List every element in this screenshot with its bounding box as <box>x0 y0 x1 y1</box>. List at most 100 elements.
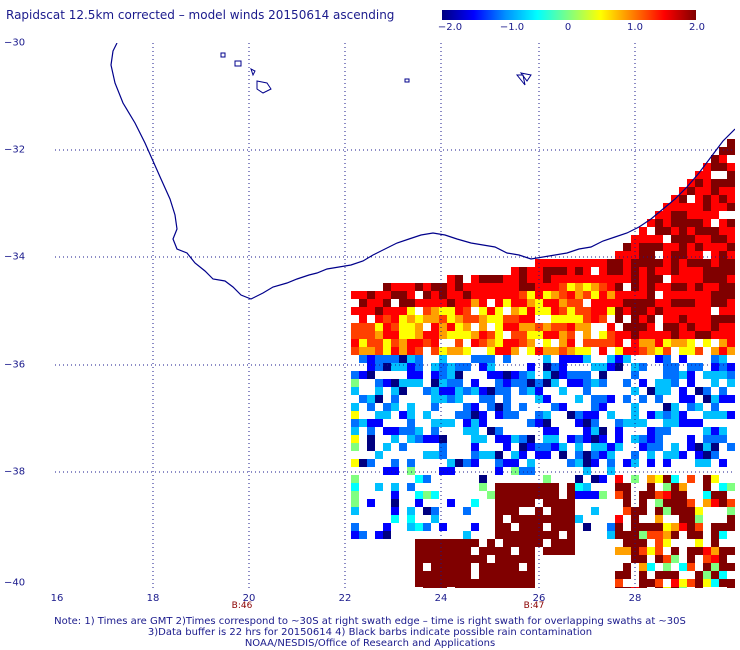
wind-cell <box>463 587 471 588</box>
wind-cell <box>407 467 415 475</box>
wind-cell <box>599 347 607 355</box>
wind-cell <box>351 419 359 427</box>
wind-cell <box>447 395 455 403</box>
wind-cell <box>647 307 655 315</box>
wind-cell <box>471 499 479 507</box>
wind-cell <box>591 435 599 443</box>
wind-cell <box>687 267 695 275</box>
wind-cell <box>583 331 591 339</box>
wind-cell <box>511 267 519 275</box>
wind-cell <box>679 371 687 379</box>
wind-cell <box>615 267 623 275</box>
wind-cell <box>415 491 423 499</box>
wind-cell <box>471 299 479 307</box>
wind-cell <box>495 371 503 379</box>
wind-cell <box>567 331 575 339</box>
wind-cell <box>703 171 711 179</box>
wind-cell <box>423 331 431 339</box>
wind-cell <box>711 347 719 355</box>
wind-cell <box>383 443 391 451</box>
wind-cell <box>703 571 711 579</box>
wind-cell <box>351 339 359 347</box>
wind-cell <box>487 355 495 363</box>
wind-cell <box>679 243 687 251</box>
wind-cell <box>519 587 527 588</box>
wind-cell <box>503 499 511 507</box>
wind-cell <box>447 291 455 299</box>
wind-cell <box>583 307 591 315</box>
wind-cell <box>655 443 663 451</box>
wind-cell <box>559 259 567 267</box>
wind-cell <box>503 387 511 395</box>
south-africa-coastline <box>110 43 735 300</box>
wind-cell <box>351 483 359 491</box>
wind-cell <box>415 315 423 323</box>
wind-cell <box>679 331 687 339</box>
wind-cell <box>455 347 463 355</box>
wind-cell <box>703 451 711 459</box>
wind-cell <box>607 291 615 299</box>
wind-cell <box>671 371 679 379</box>
wind-cell <box>583 467 591 475</box>
wind-cell <box>623 331 631 339</box>
colorbar-tick-label: −1.0 <box>499 22 525 33</box>
wind-cell <box>351 499 359 507</box>
wind-cell <box>503 283 511 291</box>
wind-cell <box>583 435 591 443</box>
wind-cell <box>695 203 703 211</box>
wind-cell <box>719 387 727 395</box>
wind-cell <box>655 515 663 523</box>
wind-cell <box>495 299 503 307</box>
wind-cell <box>567 379 575 387</box>
wind-cell <box>431 363 439 371</box>
wind-cell <box>583 355 591 363</box>
wind-cell <box>503 483 511 491</box>
wind-cell <box>615 299 623 307</box>
wind-cell <box>527 531 535 539</box>
wind-cell <box>639 419 647 427</box>
wind-cell <box>679 323 687 331</box>
wind-cell <box>487 291 495 299</box>
wind-cell <box>703 227 711 235</box>
swath-time-label: B:46 <box>231 601 253 611</box>
wind-cell <box>455 371 463 379</box>
wind-cell <box>663 387 671 395</box>
colorbar <box>442 10 696 20</box>
wind-cell <box>607 339 615 347</box>
wind-cell <box>407 331 415 339</box>
wind-cell <box>727 371 735 379</box>
wind-cell <box>383 467 391 475</box>
wind-cell <box>671 411 679 419</box>
wind-cell <box>399 379 407 387</box>
wind-cell <box>695 579 703 587</box>
wind-cell <box>663 483 671 491</box>
wind-cell <box>663 459 671 467</box>
wind-cell <box>703 331 711 339</box>
wind-cell <box>695 275 703 283</box>
wind-cell <box>511 571 519 579</box>
wind-cell <box>719 179 727 187</box>
wind-cell <box>471 339 479 347</box>
wind-cell <box>367 435 375 443</box>
wind-cell <box>503 459 511 467</box>
wind-cell <box>551 331 559 339</box>
wind-cell <box>431 435 439 443</box>
wind-cell <box>575 259 583 267</box>
wind-cell <box>431 323 439 331</box>
wind-cell <box>703 459 711 467</box>
wind-cell <box>559 355 567 363</box>
wind-cell <box>567 435 575 443</box>
wind-cell <box>719 347 727 355</box>
credit-line: NOAA/NESDIS/Office of Research and Appli… <box>244 638 496 649</box>
wind-cell <box>639 523 647 531</box>
wind-cell <box>519 275 527 283</box>
longitude-label: 26 <box>532 593 546 604</box>
wind-cell <box>679 395 687 403</box>
wind-cell <box>415 355 423 363</box>
wind-cell <box>503 531 511 539</box>
wind-cell <box>543 379 551 387</box>
wind-cell <box>599 427 607 435</box>
wind-cell <box>623 531 631 539</box>
wind-cell <box>423 539 431 547</box>
wind-cell <box>647 443 655 451</box>
